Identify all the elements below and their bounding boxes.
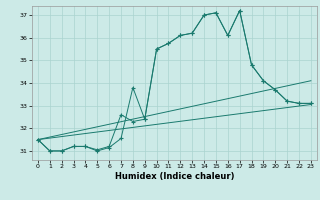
X-axis label: Humidex (Indice chaleur): Humidex (Indice chaleur) <box>115 172 234 181</box>
